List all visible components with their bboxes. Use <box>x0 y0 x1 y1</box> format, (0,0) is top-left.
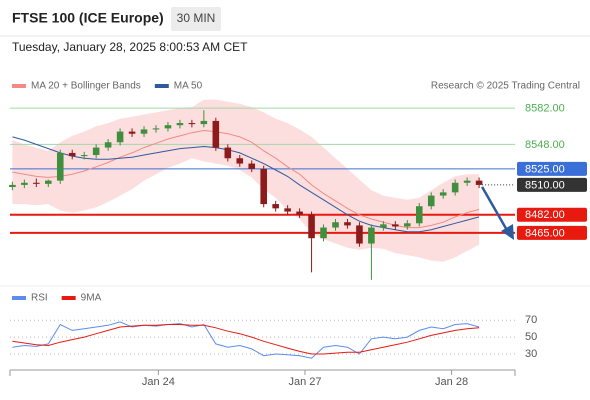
candle-body <box>475 180 483 185</box>
timestamp: Tuesday, January 28, 2025 8:00:53 AM CET <box>12 40 248 54</box>
legend-swatch <box>12 296 26 300</box>
candle-body <box>212 120 220 148</box>
price-level-label: 8582.00 <box>525 103 565 115</box>
projection-arrow <box>481 186 510 233</box>
candle-body <box>344 222 351 226</box>
source-credit: Research © 2025 Trading Central <box>431 81 580 92</box>
y-tick-label: 70 <box>525 314 537 326</box>
bollinger-band <box>12 99 480 262</box>
candle-body <box>164 125 172 129</box>
legend-label: MA 50 <box>174 81 203 92</box>
candle-body <box>188 123 196 125</box>
price-level-box <box>517 177 587 192</box>
price-level-label: 8510.00 <box>525 179 565 191</box>
price-level-label: 8465.00 <box>525 227 565 239</box>
candle-body <box>140 129 148 134</box>
projection-arrowhead <box>501 224 514 240</box>
candle-body <box>356 225 363 244</box>
x-tick-label: Jan 24 <box>142 376 175 388</box>
candle-body <box>236 158 244 164</box>
candle-body <box>272 204 279 209</box>
candle-body <box>332 222 339 228</box>
price-level-box <box>517 207 587 222</box>
legend-label: MA 20 + Bollinger Bands <box>31 81 141 92</box>
interval-label: 30 MIN <box>177 11 216 25</box>
instrument-title: FTSE 100 (ICE Europe) <box>12 10 164 26</box>
legend-swatch <box>154 84 169 88</box>
moving-average-line <box>12 129 480 229</box>
candle-body <box>368 227 375 244</box>
candle-body <box>80 155 88 157</box>
candle-body <box>68 152 76 157</box>
y-tick-label: 30 <box>525 348 537 360</box>
candle-body <box>56 152 64 181</box>
price-level-label: 8525.00 <box>525 163 565 175</box>
legend-swatch <box>12 84 26 88</box>
indicator-line <box>12 324 480 355</box>
candle-body <box>116 131 124 143</box>
candle-body <box>308 214 315 239</box>
moving-average-line <box>12 136 480 233</box>
indicator-line <box>12 321 480 359</box>
candle-body <box>320 227 327 239</box>
candle-body <box>415 206 423 224</box>
candle-body <box>200 120 208 125</box>
price-level-box <box>517 225 587 240</box>
legend-label: 9MA <box>81 293 102 304</box>
candle-body <box>451 182 459 193</box>
candle-body <box>392 224 399 227</box>
candle-body <box>224 147 232 159</box>
legend-label: RSI <box>31 293 48 304</box>
candle-body <box>21 182 28 185</box>
candle-body <box>33 182 40 184</box>
candle-body <box>45 180 52 184</box>
candle-body <box>176 123 184 126</box>
candle-body <box>404 223 411 227</box>
candle-body <box>380 224 387 228</box>
candle-body <box>128 131 136 134</box>
candle-body <box>439 192 447 196</box>
candle-body <box>284 208 291 212</box>
candle-body <box>296 211 303 215</box>
candle-body <box>260 168 267 205</box>
candle-body <box>463 180 471 183</box>
price-level-label: 8548.00 <box>525 139 565 151</box>
y-tick-label: 50 <box>525 331 537 343</box>
candle-body <box>9 184 16 188</box>
x-tick-label: Jan 28 <box>435 376 468 388</box>
x-tick-label: Jan 27 <box>288 376 321 388</box>
legend-swatch <box>61 296 76 300</box>
candle-body <box>104 142 112 148</box>
candle-body <box>427 195 435 207</box>
price-level-box <box>517 161 587 176</box>
price-level-label: 8482.00 <box>525 209 565 221</box>
candle-body <box>248 163 256 169</box>
candle-body <box>152 128 160 130</box>
interval-badge <box>171 7 221 31</box>
candle-body <box>92 147 100 156</box>
